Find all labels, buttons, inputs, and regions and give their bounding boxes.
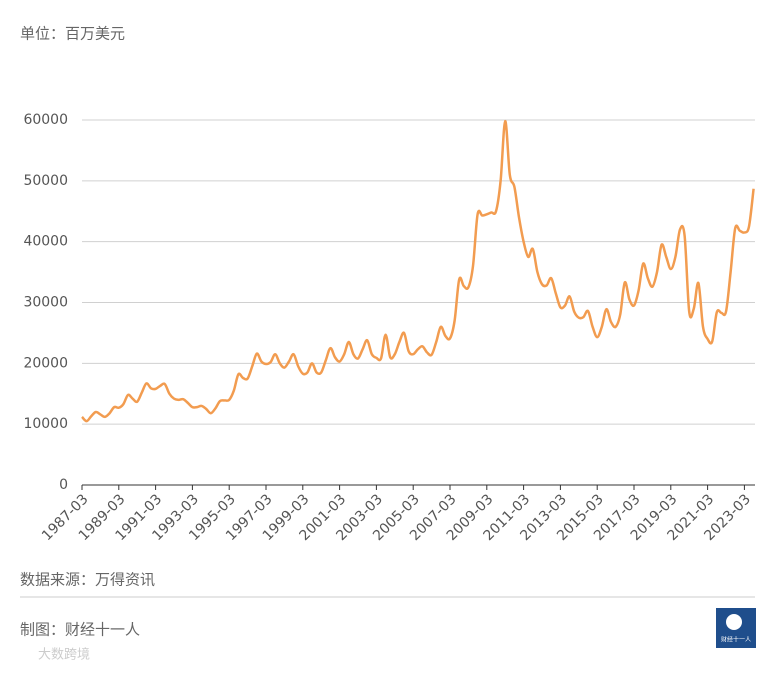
y-tick-label: 30000 bbox=[23, 295, 68, 311]
y-tick-label: 50000 bbox=[23, 173, 68, 189]
y-tick-label: 20000 bbox=[23, 355, 68, 371]
credit: 制图：财经十一人 bbox=[20, 621, 140, 639]
logo-globe bbox=[726, 614, 742, 630]
data-line bbox=[81, 119, 755, 423]
y-tick-label: 60000 bbox=[23, 112, 68, 128]
logo-text: 财经十一人 bbox=[721, 636, 751, 644]
subtitle: 单位：百万美元 bbox=[20, 25, 125, 43]
watermark: 大数跨境 bbox=[38, 648, 90, 663]
source: 数据来源：万得资讯 bbox=[20, 571, 155, 589]
y-tick-label: 0 bbox=[59, 477, 68, 493]
y-tick-label: 40000 bbox=[23, 234, 68, 250]
y-tick-label: 10000 bbox=[23, 416, 68, 432]
